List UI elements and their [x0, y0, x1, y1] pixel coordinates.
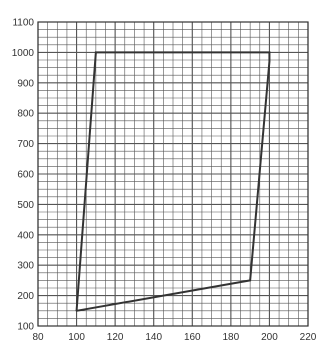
y-tick-label: 700	[17, 139, 34, 150]
y-tick-label: 600	[17, 170, 34, 181]
y-tick-label: 100	[17, 322, 34, 333]
data-point	[95, 51, 97, 54]
y-tick-label: 400	[17, 230, 34, 241]
y-tick-label: 1000	[12, 48, 35, 59]
x-tick-label: 200	[261, 332, 278, 343]
x-tick-labels: 80 100 120 140 160 180 200 220	[32, 332, 316, 343]
series-layer	[75, 51, 271, 312]
x-tick-label: 80	[32, 332, 44, 343]
data-point	[268, 60, 271, 63]
x-tick-label: 100	[68, 332, 85, 343]
x-tick-label: 120	[107, 332, 124, 343]
data-point	[249, 279, 251, 282]
y-tick-label: 500	[17, 200, 34, 211]
x-tick-label: 140	[145, 332, 162, 343]
x-tick-label: 180	[223, 332, 240, 343]
y-tick-labels: 100 200 300 400 500 600 700 800 900 1000 1100	[12, 18, 35, 333]
series-line-0	[75, 51, 271, 312]
x-tick-label: 220	[300, 332, 317, 343]
data-point	[75, 310, 78, 312]
y-tick-label: 800	[17, 109, 34, 120]
data-point	[268, 51, 271, 54]
x-tick-label: 160	[184, 332, 201, 343]
y-tick-label: 200	[17, 291, 34, 302]
plot-frame	[37, 21, 309, 327]
y-tick-label: 300	[17, 261, 34, 272]
y-tick-label: 1100	[12, 18, 34, 29]
y-tick-label: 900	[17, 78, 34, 89]
